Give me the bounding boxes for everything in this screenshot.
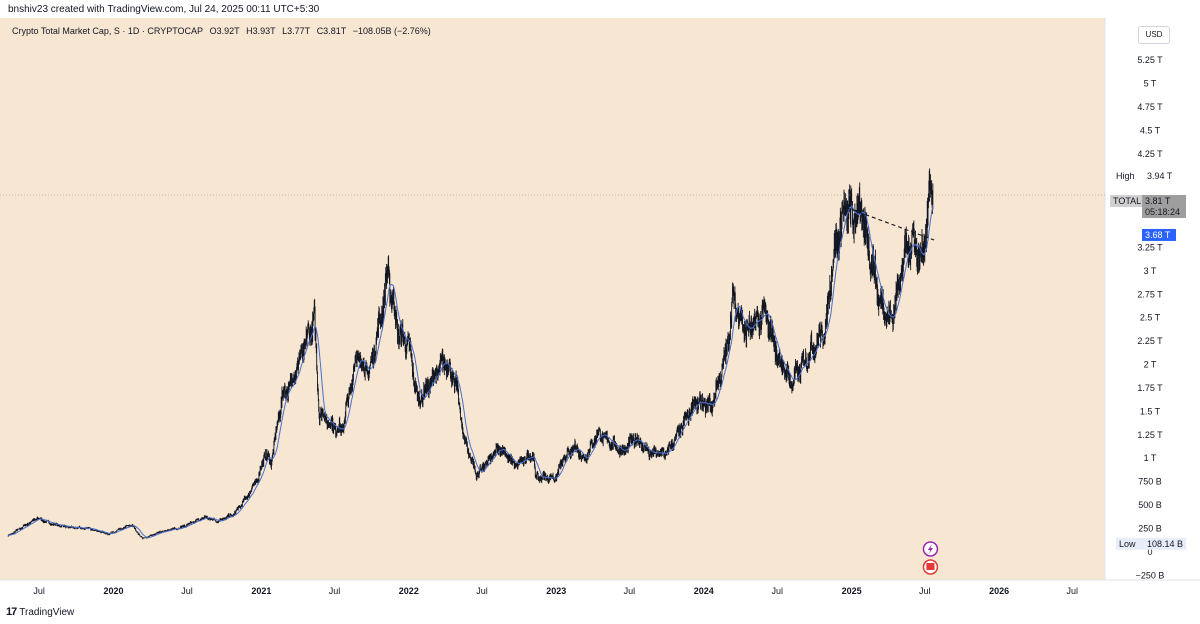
x-tick-label: Jul [329,586,341,596]
bar-countdown-label: 05:18:24 [1145,207,1180,217]
y-tick-label: 2.5 T [1140,313,1161,323]
price-chart-svg[interactable]: 5.5 T5.25 T5 T4.75 T4.5 T4.25 T3.25 T3 T… [0,18,1200,602]
trendline [845,206,935,241]
bar-countdown-label-bg [1142,206,1186,219]
y-tick-label: 4.25 T [1137,149,1163,159]
last-price-label: 3.81 T [1145,196,1171,206]
y-tick-label: 2.25 T [1137,336,1163,346]
us-flag-stripes-icon [926,563,935,570]
y-tick-label: 1 T [1144,453,1157,463]
legend-low: L3.77T [282,26,311,36]
moving-average-line [7,204,934,539]
high-tag-bg [1113,169,1141,182]
low-value-label-bg [1144,537,1186,550]
x-tick-label: 2020 [103,586,123,596]
high-value-label: 3.94 T [1147,171,1173,181]
x-tick-label: Jul [919,586,931,596]
legend-symbol: Crypto Total Market Cap, S · 1D · CRYPTO… [12,26,204,36]
symbol-legend: Crypto Total Market Cap, S · 1D · CRYPTO… [12,26,435,36]
tradingview-brand: TradingView [19,606,75,618]
x-tick-label: 2024 [694,586,714,596]
x-tick-label: 2021 [251,586,271,596]
low-tag: Low [1119,539,1136,549]
high-tag: High [1116,171,1135,181]
y-tick-label: 4.75 T [1137,102,1163,112]
ma-value-label-bg [1142,228,1176,241]
last-price-tag: TOTAL [1113,196,1141,206]
price-axis-panel [1105,18,1200,580]
legend-open: O3.92T [209,26,240,36]
tradingview-footer[interactable]: 17 TradingView [6,604,74,620]
plot-background [0,18,1105,580]
tradingview-logo-icon: 17 [6,606,17,618]
x-tick-label: 2022 [399,586,419,596]
legend-high: H3.93T [246,26,276,36]
x-tick-label: 2025 [842,586,862,596]
y-tick-label: 1.25 T [1137,430,1163,440]
y-tick-label: 0 [1147,547,1152,557]
y-tick-label: −250 B [1136,570,1165,580]
x-tick-label: 2023 [546,586,566,596]
x-tick-label: Jul [1067,586,1079,596]
low-value-label: 108.14 B [1147,539,1183,549]
ma-value-label: 3.68 T [1145,230,1171,240]
x-tick-label: Jul [476,586,488,596]
high-value-label-bg [1144,169,1186,182]
y-tick-label: 1.75 T [1137,383,1163,393]
low-tag-bg [1116,537,1144,550]
x-tick-label: Jul [772,586,784,596]
currency-button[interactable]: USD [1138,26,1170,44]
y-tick-label: 3.25 T [1137,242,1163,252]
y-tick-label: 250 B [1138,523,1162,533]
lightning-bolt-icon [927,544,933,554]
last-price-tag-bg [1110,195,1142,208]
y-tick-label: 500 B [1138,500,1162,510]
y-tick-label: 3 T [1144,266,1157,276]
y-tick-label: 5.25 T [1137,55,1163,65]
time-axis-panel [0,580,1200,602]
x-tick-label: 2026 [989,586,1009,596]
x-tick-label: Jul [624,586,636,596]
author-credit: bnshiv23 created with TradingView.com, J… [8,4,320,15]
legend-close: C3.81T [316,26,347,36]
last-price-label-bg [1142,195,1186,208]
y-tick-label: 4.5 T [1140,125,1161,135]
y-tick-label: 5 T [1144,79,1157,89]
legend-change: −108.05B (−2.76%) [352,26,431,36]
x-tick-label: Jul [181,586,193,596]
y-tick-label: 1.5 T [1140,406,1161,416]
y-tick-label: 750 B [1138,477,1162,487]
y-tick-label: 2.75 T [1137,289,1163,299]
chart-area[interactable]: 5.5 T5.25 T5 T4.75 T4.5 T4.25 T3.25 T3 T… [0,18,1200,602]
x-tick-label: Jul [33,586,45,596]
y-tick-label: 2 T [1144,360,1157,370]
